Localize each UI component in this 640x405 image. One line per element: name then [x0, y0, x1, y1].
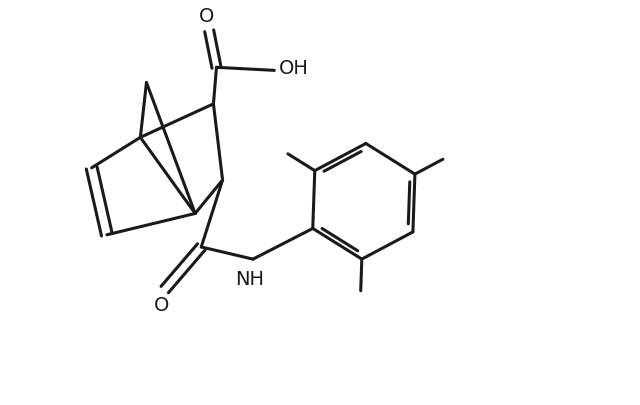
Text: O: O — [198, 7, 214, 26]
Text: O: O — [154, 296, 170, 315]
Text: NH: NH — [236, 270, 264, 289]
Text: OH: OH — [278, 59, 308, 78]
